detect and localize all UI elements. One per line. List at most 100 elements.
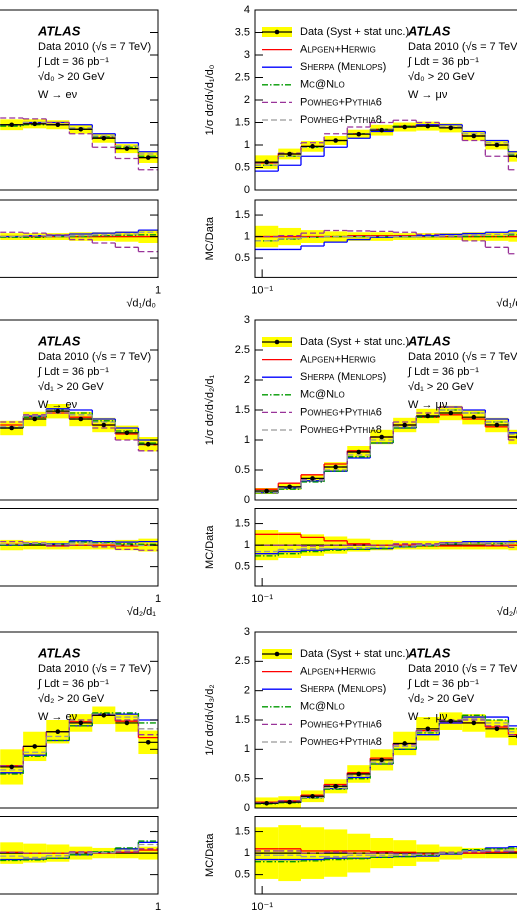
- annotation: W → μν: [408, 711, 448, 723]
- y-tick-label: 1.5: [235, 714, 250, 726]
- y-tick-label: 0.5: [235, 869, 250, 881]
- legend-label: Mc@Nlo: [300, 79, 345, 91]
- plot-area: [0, 538, 158, 552]
- y-tick-label: 2: [244, 685, 250, 697]
- plot-area: [255, 405, 517, 494]
- annotation: √d₁ > 20 GeV: [408, 381, 474, 393]
- y-tick-label: 3: [244, 49, 250, 61]
- x-tick-label: 10⁻¹: [251, 284, 273, 296]
- main-panel: Data (Syst + stat unc.)Alpgen+HerwigSher…: [0, 9, 159, 191]
- plot-area: [255, 225, 517, 255]
- x-axis-label: √d₁/d₀: [126, 297, 156, 309]
- annotation: W → eν: [38, 89, 78, 101]
- data-point: [356, 131, 362, 137]
- data-point: [402, 124, 408, 130]
- annotation: √d₀ > 20 GeV: [408, 71, 475, 83]
- data-point: [379, 434, 384, 440]
- legend-label: Powheg+Pythia8: [300, 114, 382, 126]
- y-tick-label: 1: [244, 139, 250, 151]
- data-point: [101, 713, 107, 718]
- y-tick-label: 2.5: [235, 344, 250, 356]
- y-tick-label: 0.5: [235, 561, 250, 573]
- main-panel: Data (Syst + stat unc.)Alpgen+HerwigSher…: [204, 4, 517, 196]
- plot-area: [0, 706, 158, 785]
- data-point: [333, 783, 338, 789]
- annotation: ∫ Ldt = 36 pb⁻¹: [407, 56, 479, 68]
- legend-label: Data (Syst + stat unc.): [300, 648, 409, 660]
- data-point: [425, 123, 431, 129]
- frame: [0, 816, 159, 895]
- y-tick-label: 3: [244, 314, 250, 326]
- atlas-label: ATLAS: [37, 333, 81, 348]
- data-point: [333, 138, 338, 143]
- legend-label: Sherpa (Menlops): [300, 61, 386, 73]
- legend-label: Data (Syst + stat unc.): [300, 336, 409, 348]
- frame: [254, 508, 517, 587]
- y-tick-label: 2: [244, 374, 250, 386]
- annotation: Data 2010 (√s = 7 TeV): [408, 41, 517, 53]
- annotation: Data 2010 (√s = 7 TeV): [38, 351, 151, 363]
- data-point: [448, 718, 454, 724]
- data-point: [55, 408, 61, 414]
- x-tick-label: 10⁻¹: [251, 901, 273, 913]
- data-point: [145, 739, 151, 745]
- y-tick-label: 1: [244, 847, 250, 859]
- y-tick-label: 1.5: [235, 825, 250, 837]
- main-panel: Data (Syst + stat unc.)Alpgen+HerwigSher…: [0, 631, 159, 809]
- atlas-label: ATLAS: [407, 333, 451, 348]
- y-tick-label: 0.5: [235, 773, 250, 785]
- main-panel: Data (Syst + stat unc.)Alpgen+HerwigSher…: [204, 314, 517, 506]
- data-point: [32, 416, 38, 422]
- data-point: [78, 416, 84, 422]
- atlas-label: ATLAS: [37, 23, 81, 38]
- data-point: [310, 793, 315, 799]
- data-point: [9, 122, 14, 128]
- annotation: ∫ Ldt = 36 pb⁻¹: [407, 678, 479, 690]
- plot-area: [255, 119, 517, 172]
- legend-dot: [274, 651, 280, 657]
- data-point: [448, 125, 454, 131]
- y-tick-label: 2: [244, 94, 250, 106]
- y-tick-label: 2.5: [235, 655, 250, 667]
- data-point: [310, 144, 315, 149]
- annotation: ∫ Ldt = 36 pb⁻¹: [37, 56, 109, 68]
- frame: [0, 199, 159, 278]
- data-point: [356, 771, 362, 777]
- data-point: [494, 726, 500, 732]
- y-tick-label: 1.5: [235, 404, 250, 416]
- data-point: [494, 142, 500, 148]
- plot-area: [255, 712, 517, 808]
- x-tick-label: 1: [155, 284, 161, 296]
- data-point: [264, 488, 269, 494]
- main-panel: Data (Syst + stat unc.)Alpgen+HerwigSher…: [0, 319, 159, 501]
- data-point: [145, 441, 151, 447]
- annotation: W → μν: [408, 399, 448, 411]
- y-tick-label: 0: [244, 494, 250, 506]
- y-tick-label: 1: [244, 743, 250, 755]
- data-point: [471, 720, 477, 726]
- data-point: [78, 720, 84, 726]
- data-point: [287, 484, 292, 490]
- annotation: Data 2010 (√s = 7 TeV): [38, 663, 151, 675]
- data-point: [32, 121, 38, 127]
- annotation: √d₀ > 20 GeV: [38, 71, 105, 83]
- annotation: ∫ Ldt = 36 pb⁻¹: [37, 366, 109, 378]
- y-tick-label: 2.5: [235, 71, 250, 83]
- frame: [0, 508, 159, 587]
- ratio-panel: 10⁻¹ 0.5 1 1.5 MC/Data: [204, 816, 517, 913]
- legend-label: Powheg+Pythia8: [300, 424, 382, 436]
- legend-label: Powheg+Pythia6: [300, 96, 382, 108]
- atlas-label: ATLAS: [407, 645, 451, 660]
- data-point: [402, 422, 408, 428]
- legend-label: Sherpa (Menlops): [300, 683, 386, 695]
- legend-label: Sherpa (Menlops): [300, 371, 386, 383]
- data-point: [287, 151, 292, 157]
- data-point: [78, 126, 84, 132]
- data-point: [333, 464, 338, 470]
- data-point: [32, 744, 38, 749]
- y-tick-label: 1: [244, 434, 250, 446]
- data-point: [379, 757, 384, 763]
- data-point: [9, 764, 14, 770]
